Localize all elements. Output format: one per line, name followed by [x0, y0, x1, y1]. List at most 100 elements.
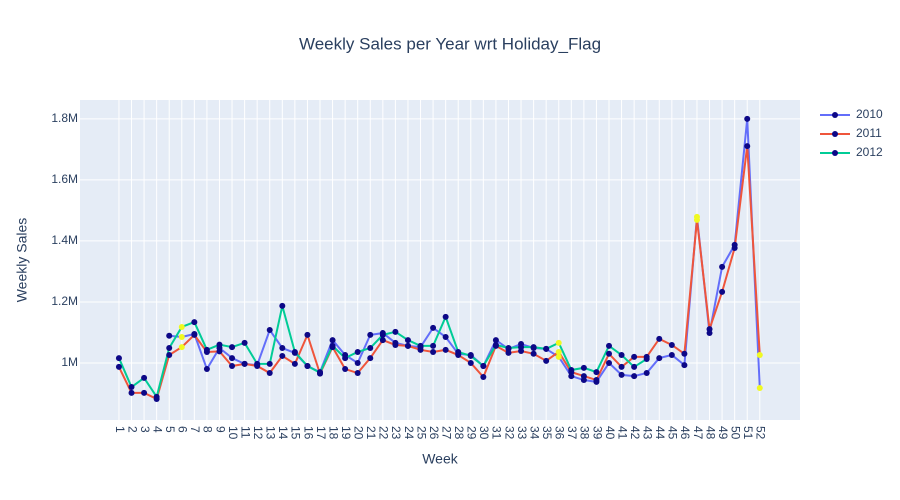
marker: [593, 377, 600, 384]
x-tick-label: 30: [477, 426, 491, 440]
x-tick-label: 37: [565, 426, 579, 440]
x-tick-label: 44: [653, 426, 667, 440]
y-tick-label: 1.8M: [51, 111, 78, 125]
marker: [568, 366, 575, 373]
x-tick-label: 45: [666, 426, 680, 440]
marker: [631, 373, 638, 380]
marker: [467, 359, 474, 366]
x-tick-label: 34: [527, 426, 541, 440]
marker: [367, 355, 374, 362]
marker: [480, 373, 487, 380]
legend-label: 2011: [856, 126, 882, 140]
marker: [141, 374, 148, 381]
marker: [555, 339, 562, 346]
x-tick-label: 5: [163, 426, 177, 433]
marker: [115, 363, 122, 370]
marker: [354, 359, 361, 366]
x-tick-label: 14: [276, 426, 290, 440]
marker: [681, 362, 688, 369]
chart-title: Weekly Sales per Year wrt Holiday_Flag: [299, 34, 601, 53]
marker: [266, 360, 273, 367]
marker: [681, 350, 688, 357]
x-tick-label: 6: [176, 426, 190, 433]
marker: [467, 352, 474, 359]
marker: [668, 352, 675, 359]
x-tick-label: 16: [301, 426, 315, 440]
marker: [304, 363, 311, 370]
marker: [367, 331, 374, 338]
marker: [379, 331, 386, 338]
marker: [430, 324, 437, 331]
x-tick-label: 43: [641, 426, 655, 440]
x-tick-label: 33: [515, 426, 529, 440]
marker: [580, 364, 587, 371]
marker: [317, 369, 323, 376]
marker: [166, 345, 173, 352]
marker: [404, 337, 411, 344]
marker: [241, 339, 248, 346]
marker: [643, 355, 650, 362]
marker: [342, 366, 349, 373]
legend-label: 2012: [856, 145, 883, 159]
marker: [266, 370, 273, 377]
x-tick-label: 21: [364, 426, 378, 440]
marker: [354, 370, 361, 377]
marker: [606, 359, 613, 366]
plot-area: [80, 100, 800, 420]
marker: [480, 363, 487, 370]
x-tick-label: 2: [125, 426, 139, 433]
x-tick-label: 27: [439, 426, 453, 440]
x-tick-label: 46: [678, 426, 692, 440]
x-tick-label: 52: [754, 426, 768, 440]
marker: [392, 328, 399, 335]
marker: [530, 350, 537, 357]
y-tick-label: 1M: [61, 355, 78, 369]
x-tick-label: 4: [150, 426, 164, 433]
x-tick-label: 51: [741, 426, 755, 440]
y-tick-label: 1.6M: [51, 172, 78, 186]
marker: [191, 331, 198, 338]
x-tick-label: 26: [427, 426, 441, 440]
marker: [530, 344, 537, 351]
x-tick-label: 31: [490, 426, 504, 440]
x-tick-label: 19: [339, 426, 353, 440]
marker: [379, 337, 386, 344]
x-tick-label: 47: [691, 426, 705, 440]
marker: [693, 216, 700, 223]
marker: [153, 393, 160, 400]
marker: [404, 342, 411, 349]
marker: [656, 355, 663, 362]
legend-marker: [832, 112, 838, 118]
x-tick-label: 1: [113, 426, 127, 433]
marker: [455, 348, 462, 355]
marker: [279, 302, 286, 309]
marker: [367, 345, 374, 352]
marker: [543, 345, 550, 352]
x-tick-label: 32: [502, 426, 516, 440]
legend-marker: [832, 150, 838, 156]
marker: [229, 363, 236, 370]
marker: [128, 389, 135, 396]
x-tick-label: 7: [188, 426, 202, 433]
x-tick-label: 36: [553, 426, 567, 440]
marker: [706, 326, 713, 333]
marker: [719, 263, 726, 270]
marker: [128, 384, 135, 391]
marker: [756, 352, 763, 359]
x-tick-label: 40: [603, 426, 617, 440]
marker: [266, 327, 273, 334]
marker: [178, 344, 185, 351]
x-tick-label: 18: [326, 426, 340, 440]
marker: [279, 352, 286, 359]
marker: [291, 360, 298, 367]
x-tick-label: 9: [213, 426, 227, 433]
marker: [756, 384, 763, 391]
y-tick-label: 1.4M: [51, 233, 78, 247]
x-tick-label: 50: [728, 426, 742, 440]
y-axis-label: Weekly Sales: [14, 218, 30, 303]
legend-marker: [832, 131, 838, 137]
x-tick-label: 28: [452, 426, 466, 440]
marker: [618, 371, 625, 378]
marker: [442, 313, 449, 320]
